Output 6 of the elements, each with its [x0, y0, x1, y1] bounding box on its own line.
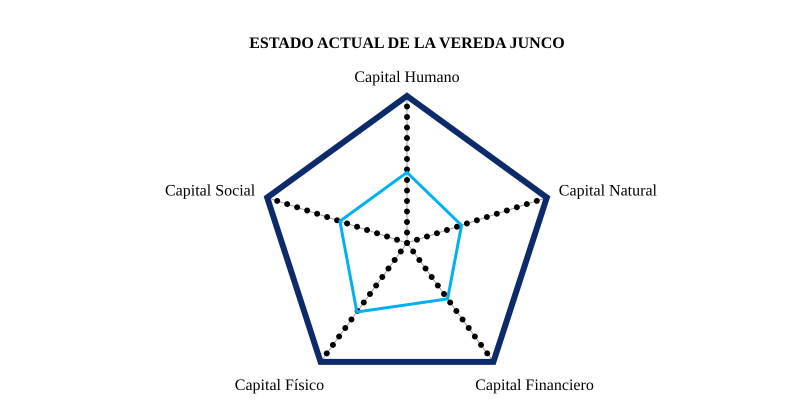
spoke-label: Capital Humano — [354, 69, 460, 86]
chart-title: ESTADO ACTUAL DE LA VEREDA JUNCO — [249, 35, 565, 52]
spoke-label: Capital Físico — [234, 376, 324, 394]
spoke-label: Capital Social — [164, 182, 256, 200]
spoke-label: Capital Natural — [558, 182, 658, 200]
spoke-label: Capital Financiero — [475, 376, 594, 394]
